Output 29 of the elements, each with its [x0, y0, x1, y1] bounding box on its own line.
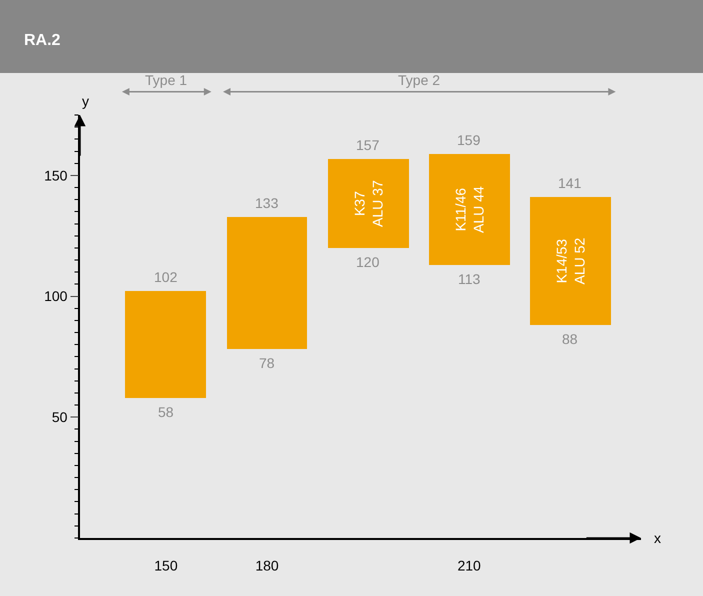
text: Type 2 [398, 72, 440, 88]
text: Type 1 [145, 72, 188, 88]
data-label: K14/53 ALU 52 [553, 238, 588, 284]
annotation: 113 [458, 271, 481, 287]
x-axis-title: x [654, 530, 661, 546]
annotation: 159 [457, 132, 481, 148]
x-tick-label: 180 [255, 558, 279, 574]
bar [125, 291, 206, 398]
annotation: 78 [259, 355, 275, 371]
y-tick-label: 50 [52, 409, 68, 426]
annotation: 141 [558, 175, 582, 191]
bar [429, 154, 510, 265]
bar [328, 159, 409, 248]
data-label: K37 ALU 37 [351, 180, 386, 227]
y-tick-label: 150 [44, 167, 68, 184]
data-label: K11/46 ALU 44 [452, 186, 487, 233]
annotation: 102 [154, 269, 178, 285]
y-axis-title: y [82, 93, 89, 109]
y-tick-label: 100 [44, 288, 68, 304]
annotation: 58 [158, 404, 174, 420]
annotation: 133 [255, 195, 279, 211]
annotation: 88 [562, 331, 578, 347]
x-tick-label: 150 [154, 558, 178, 574]
chart-title: RA.2 [24, 32, 61, 49]
bar [227, 217, 307, 349]
bar [530, 197, 611, 325]
x-tick-label: 210 [457, 558, 482, 574]
annotation: 120 [356, 254, 380, 270]
annotation: 157 [356, 137, 380, 153]
